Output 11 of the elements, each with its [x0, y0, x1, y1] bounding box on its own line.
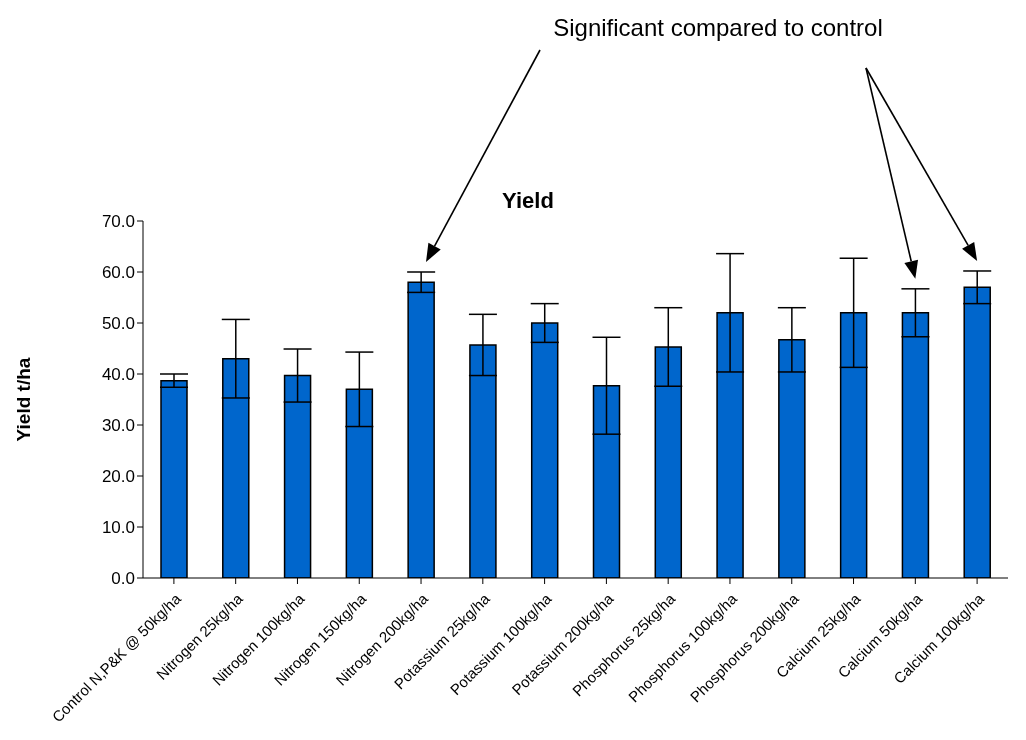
chart-title: Yield	[501, 188, 555, 214]
y-tick-label: 60.0	[101, 263, 135, 283]
y-tick-label: 50.0	[101, 314, 135, 334]
y-axis-title: Yield t/ha	[12, 357, 34, 442]
y-tick-label: 70.0	[101, 212, 135, 232]
text: Significant compared to control	[552, 14, 884, 42]
y-tick-label: 30.0	[101, 416, 135, 436]
y-tick-label: 0.0	[111, 569, 135, 589]
y-tick-label: 10.0	[101, 518, 135, 538]
y-tick-label: 20.0	[101, 467, 135, 487]
y-tick-label: 40.0	[101, 365, 135, 385]
